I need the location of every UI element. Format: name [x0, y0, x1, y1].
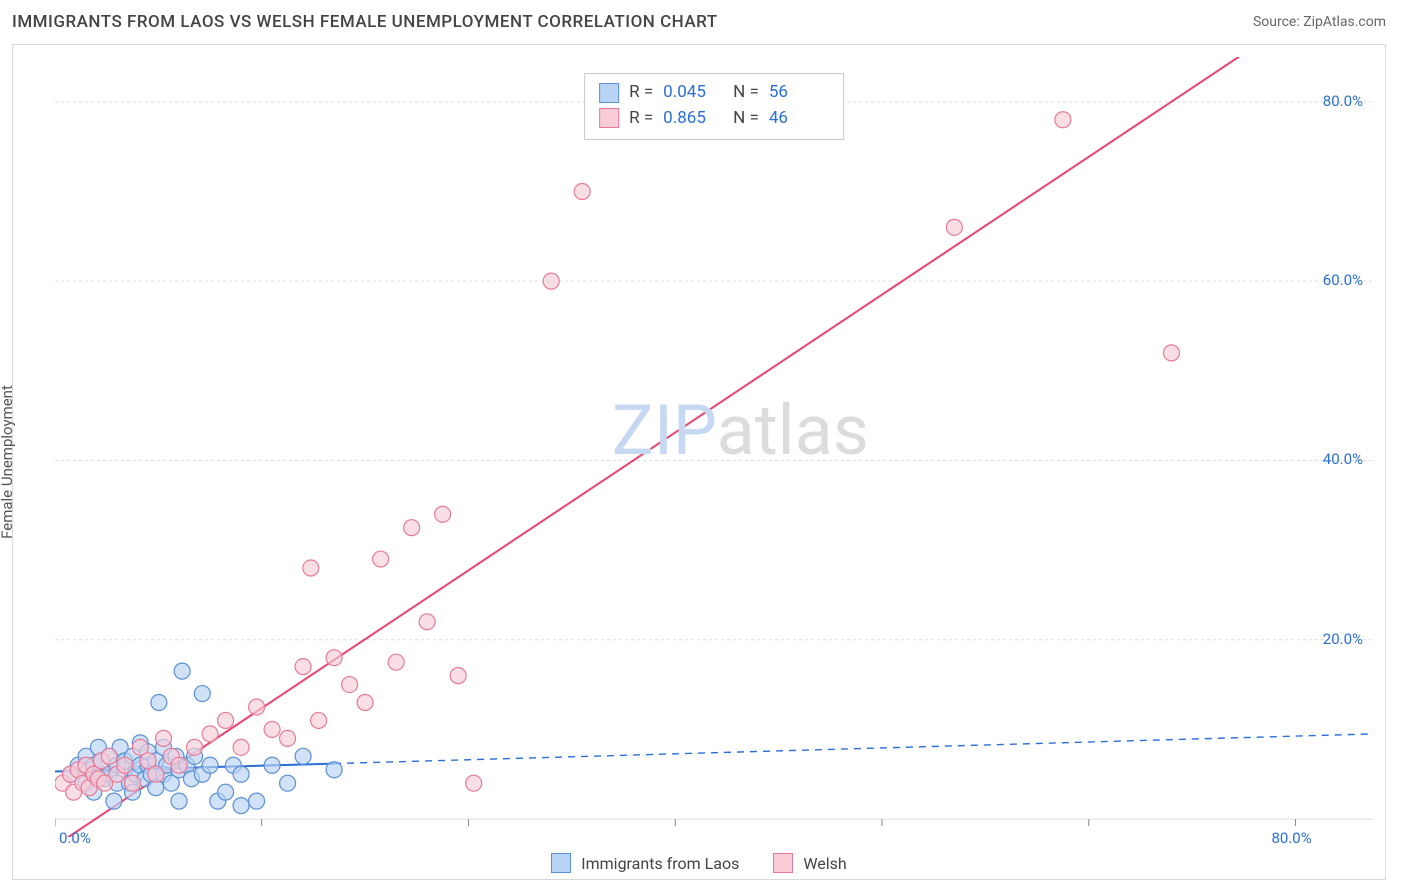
y-tick-label: 60.0% — [1323, 271, 1363, 289]
y-tick-label: 80.0% — [1323, 92, 1363, 110]
plot-area: ZIPatlas R =0.045N =56R =0.865N =46 20.0… — [55, 57, 1373, 837]
x-tick-label: 80.0% — [1271, 829, 1311, 847]
n-label: N = — [733, 80, 759, 106]
r-value: 0.045 — [663, 80, 723, 106]
legend-item: Welsh — [773, 853, 846, 873]
r-value: 0.865 — [663, 106, 723, 132]
stats-row: R = 0.865 N = 46 — [599, 106, 829, 132]
source-name: ZipAtlas.com — [1303, 14, 1386, 30]
r-label: R = — [629, 80, 653, 106]
n-value: 46 — [769, 106, 829, 132]
source-prefix: Source: — [1253, 14, 1303, 30]
source-credit: Source: ZipAtlas.com — [1253, 14, 1386, 30]
legend-item: Immigrants from Laos — [551, 853, 739, 873]
r-label: R = — [629, 106, 653, 132]
n-value: 56 — [769, 80, 829, 106]
header-bar: IMMIGRANTS FROM LAOS VS WELSH FEMALE UNE… — [0, 0, 1406, 40]
series-swatch — [599, 108, 619, 128]
bottom-legend: Immigrants from Laos Welsh — [13, 853, 1385, 873]
y-tick-label: 40.0% — [1323, 450, 1363, 468]
y-axis-label: Female Unemployment — [0, 385, 16, 539]
chart-title: IMMIGRANTS FROM LAOS VS WELSH FEMALE UNE… — [12, 12, 718, 32]
x-tick-label: 0.0% — [59, 829, 91, 847]
correlation-stats-box: R = 0.045 N = 56 R = 0.865 N = 46 — [584, 73, 844, 140]
series-swatch — [599, 83, 619, 103]
legend-swatch — [773, 853, 793, 873]
chart-container: Female Unemployment ZIPatlas R =0.045N =… — [12, 44, 1386, 880]
n-label: N = — [733, 106, 759, 132]
legend-label: Welsh — [803, 854, 846, 873]
legend-swatch — [551, 853, 571, 873]
stats-row: R = 0.045 N = 56 — [599, 80, 829, 106]
legend-label: Immigrants from Laos — [581, 854, 739, 873]
scatter-plot-svg — [55, 57, 1373, 837]
y-tick-label: 20.0% — [1323, 630, 1363, 648]
